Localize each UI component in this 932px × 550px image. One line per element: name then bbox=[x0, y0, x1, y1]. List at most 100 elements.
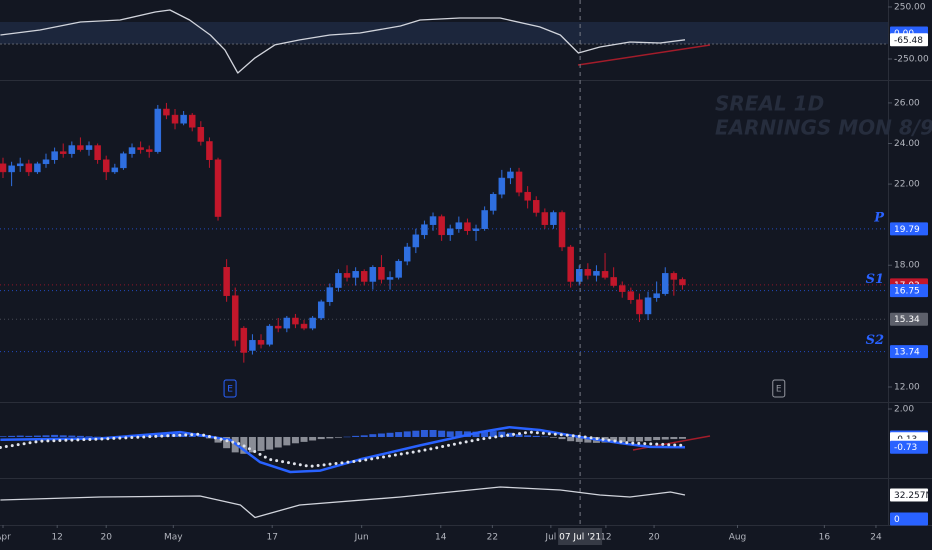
histogram-bar bbox=[549, 436, 557, 438]
candle-body bbox=[636, 299, 643, 315]
x-tick-label: 16 bbox=[819, 533, 831, 543]
histogram-bar bbox=[661, 436, 669, 440]
price-tag bbox=[890, 284, 928, 298]
candle-body bbox=[661, 273, 669, 294]
x-tick-label: 20 bbox=[648, 533, 660, 543]
candle-body bbox=[77, 145, 84, 150]
earnings-marker bbox=[772, 379, 786, 398]
histogram-bar bbox=[635, 436, 643, 442]
histogram-bar bbox=[33, 435, 41, 437]
price-tag bbox=[890, 222, 928, 236]
candle-body bbox=[593, 271, 600, 276]
oscillator-band bbox=[0, 22, 888, 44]
candle-body bbox=[498, 177, 506, 195]
histogram-bar bbox=[567, 436, 575, 442]
price-tag-label: -65.48 bbox=[894, 36, 923, 46]
histogram-bar bbox=[438, 430, 446, 437]
x-tick-label: 12 bbox=[51, 533, 62, 543]
candle-body bbox=[42, 159, 50, 165]
candle-body bbox=[85, 145, 93, 150]
candle-body bbox=[360, 271, 368, 282]
indicator-line bbox=[0, 425, 686, 474]
indicator-line bbox=[0, 486, 686, 519]
y-tick-label: 26.00 bbox=[894, 98, 920, 108]
histogram-bar bbox=[420, 429, 428, 437]
histogram-bar bbox=[369, 434, 377, 437]
earnings-label: E bbox=[227, 385, 233, 395]
signal-line bbox=[0, 430, 687, 468]
pivot-label: S2 bbox=[866, 333, 884, 348]
histogram-bar bbox=[584, 436, 592, 443]
histogram-bar bbox=[489, 431, 497, 437]
histogram-bar bbox=[352, 435, 360, 437]
candle-body bbox=[94, 145, 101, 160]
x-tick-label: 14 bbox=[435, 533, 447, 543]
candle-body bbox=[421, 224, 428, 236]
histogram-bar bbox=[541, 436, 549, 438]
histogram-bar bbox=[515, 434, 523, 437]
candle-body bbox=[472, 228, 480, 232]
histogram-bar bbox=[481, 431, 489, 437]
histogram-bar bbox=[386, 432, 394, 437]
candle-body bbox=[188, 114, 196, 128]
candle-body bbox=[343, 273, 351, 278]
candle-body bbox=[438, 216, 445, 236]
histogram-bar bbox=[68, 435, 76, 437]
histogram-bar bbox=[653, 436, 661, 441]
histogram-bar bbox=[266, 436, 274, 450]
candle-body bbox=[171, 114, 179, 124]
candle-body bbox=[59, 151, 67, 154]
histogram-bar bbox=[558, 436, 566, 440]
candle-body bbox=[412, 234, 420, 248]
histogram-bar bbox=[360, 435, 368, 437]
candle-body bbox=[515, 171, 523, 193]
candle-body bbox=[627, 291, 635, 300]
candle-body bbox=[326, 287, 334, 303]
candle-body bbox=[309, 317, 316, 329]
x-tick-label: May bbox=[164, 533, 183, 543]
candle-body bbox=[524, 191, 531, 201]
histogram-bar bbox=[395, 432, 403, 437]
candle-body bbox=[532, 200, 540, 213]
candle-body bbox=[300, 323, 308, 329]
candle-body bbox=[584, 269, 592, 276]
x-tick-label: 17 bbox=[266, 533, 277, 543]
candle-body bbox=[51, 151, 58, 160]
candle-body bbox=[670, 273, 678, 280]
watermark: EARNINGS MON 8/9 bbox=[715, 116, 932, 140]
histogram-bar bbox=[446, 431, 454, 437]
histogram-bar bbox=[188, 435, 196, 437]
histogram-bar bbox=[197, 436, 205, 437]
candle-body bbox=[429, 216, 437, 225]
histogram-bar bbox=[274, 436, 282, 448]
candle-body bbox=[8, 165, 15, 173]
crosshair-label: 07 Jul '21 bbox=[559, 533, 601, 543]
price-tag bbox=[890, 440, 928, 454]
candle-body bbox=[25, 163, 33, 173]
histogram-bar bbox=[94, 436, 102, 438]
candle-body bbox=[644, 297, 652, 315]
indicator-line bbox=[0, 9, 686, 74]
pivot-label: S1 bbox=[866, 272, 884, 287]
histogram-bar bbox=[472, 431, 480, 437]
y-tick-label: 12.00 bbox=[894, 382, 920, 392]
histogram-bar bbox=[429, 429, 437, 437]
candle-body bbox=[128, 147, 136, 154]
candle-body bbox=[111, 167, 119, 173]
histogram-bar bbox=[644, 436, 652, 441]
candle-body bbox=[575, 269, 583, 282]
x-tick-label: Apr bbox=[0, 533, 11, 543]
histogram-bar bbox=[291, 436, 299, 444]
candle-body bbox=[266, 325, 273, 345]
candle-body bbox=[446, 228, 454, 236]
earnings-label: E bbox=[776, 385, 782, 395]
histogram-bar bbox=[42, 435, 50, 437]
y-tick-label: 22.00 bbox=[894, 180, 920, 190]
candle-body bbox=[550, 212, 557, 225]
price-tag bbox=[890, 345, 928, 359]
candle-body bbox=[292, 317, 299, 325]
price-tag bbox=[890, 488, 928, 502]
histogram-bar bbox=[343, 436, 351, 438]
histogram-bar bbox=[334, 436, 342, 438]
candle-body bbox=[231, 295, 239, 341]
